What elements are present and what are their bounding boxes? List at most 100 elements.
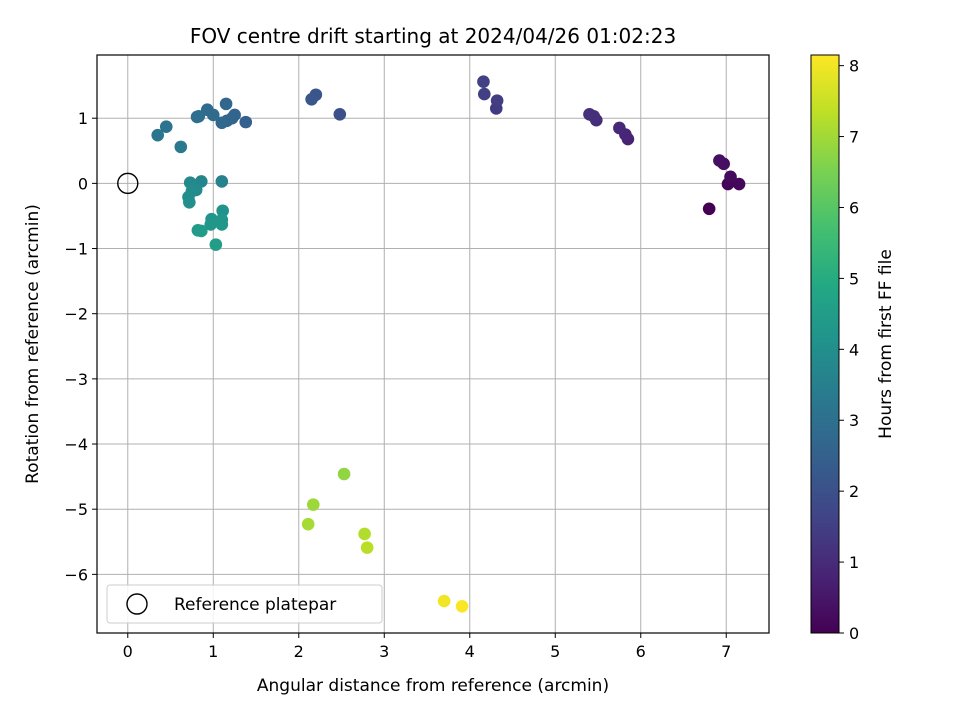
x-tick: 0 bbox=[123, 633, 133, 661]
y-tick: 0 bbox=[78, 174, 97, 193]
colorbar-tick: 3 bbox=[839, 411, 859, 430]
data-point bbox=[477, 75, 490, 89]
plot-frame bbox=[96, 54, 770, 634]
legend-marker-icon bbox=[126, 593, 148, 615]
data-point bbox=[174, 140, 188, 154]
reference-platepar-marker bbox=[117, 172, 139, 195]
x-tick: 2 bbox=[294, 633, 304, 661]
data-point bbox=[190, 110, 204, 124]
y-tick-label: −2 bbox=[64, 305, 88, 324]
x-tick-label: 0 bbox=[123, 642, 133, 661]
data-point bbox=[215, 218, 229, 231]
colorbar-tick: 1 bbox=[839, 553, 859, 572]
y-tick: 1 bbox=[78, 109, 97, 128]
colorbar-tick-label: 5 bbox=[849, 269, 859, 288]
data-point bbox=[219, 97, 233, 111]
x-tick-label: 4 bbox=[465, 642, 475, 661]
x-tick: 6 bbox=[636, 633, 646, 661]
x-tick-label: 5 bbox=[550, 642, 560, 661]
colorbar: 0 1 2 3 4 5 6 7 8 Hours from first FF file bbox=[810, 54, 896, 643]
data-point bbox=[239, 115, 253, 129]
reference-marker bbox=[117, 172, 139, 195]
y-tick-label: −6 bbox=[64, 565, 88, 584]
x-axis-label: Angular distance from reference (arcmin) bbox=[257, 676, 609, 696]
colorbar-tick-label: 1 bbox=[849, 553, 859, 572]
colorbar-tick: 4 bbox=[839, 340, 859, 359]
chart-title: FOV centre drift starting at 2024/04/26 … bbox=[190, 24, 676, 48]
legend-box bbox=[106, 584, 383, 624]
data-point bbox=[358, 527, 371, 541]
data-point bbox=[151, 128, 165, 142]
colorbar-tick: 8 bbox=[839, 57, 859, 76]
data-point bbox=[216, 204, 229, 218]
y-tick: −5 bbox=[64, 500, 97, 519]
colorbar-tick: 0 bbox=[839, 624, 859, 643]
data-point bbox=[732, 177, 746, 191]
data-point bbox=[195, 224, 208, 238]
colorbar-tick-label: 3 bbox=[849, 411, 859, 430]
data-point bbox=[455, 599, 469, 613]
data-point bbox=[215, 116, 229, 130]
colorbar-tick-label: 2 bbox=[849, 482, 859, 501]
colorbar-label: Hours from first FF file bbox=[876, 249, 896, 439]
data-point bbox=[490, 94, 504, 107]
data-point bbox=[215, 175, 229, 188]
x-tick-label: 3 bbox=[379, 642, 389, 661]
x-tick-label: 2 bbox=[294, 642, 304, 661]
x-tick: 3 bbox=[379, 633, 389, 661]
data-point bbox=[583, 107, 596, 121]
data-point bbox=[613, 121, 626, 135]
colorbar-tick-label: 4 bbox=[849, 340, 859, 359]
data-point bbox=[159, 120, 173, 133]
data-points bbox=[151, 75, 746, 613]
data-point bbox=[477, 87, 491, 101]
colorbar-ticks: 0 1 2 3 4 5 6 7 8 bbox=[839, 57, 859, 643]
x-tick-label: 6 bbox=[636, 642, 646, 661]
y-axis-ticks: 1 0 −1 −2 −3 −4 −5 −6 bbox=[64, 109, 97, 584]
colorbar-tick: 2 bbox=[839, 482, 859, 501]
data-point bbox=[724, 170, 737, 184]
data-point bbox=[337, 467, 351, 481]
x-tick: 7 bbox=[721, 633, 731, 661]
colorbar-tick-label: 0 bbox=[849, 624, 859, 643]
x-axis-ticks: 0 1 2 3 4 5 6 7 bbox=[123, 633, 731, 661]
data-point bbox=[200, 103, 214, 117]
data-point bbox=[360, 541, 374, 554]
colorbar-tick-label: 6 bbox=[849, 198, 859, 217]
data-point bbox=[713, 154, 726, 167]
colorbar-tick: 5 bbox=[839, 269, 859, 288]
y-tick-label: −5 bbox=[64, 500, 88, 519]
data-point bbox=[209, 238, 223, 251]
legend: Reference platepar bbox=[106, 584, 383, 624]
x-tick: 1 bbox=[208, 633, 218, 661]
data-point bbox=[204, 218, 218, 231]
y-axis-label: Rotation from reference (arcmin) bbox=[23, 204, 43, 484]
colorbar-tick-label: 8 bbox=[849, 57, 859, 76]
x-tick: 4 bbox=[465, 633, 475, 661]
data-point bbox=[183, 195, 196, 209]
data-point bbox=[437, 594, 451, 608]
x-tick-label: 7 bbox=[721, 642, 731, 661]
y-tick: −4 bbox=[64, 435, 97, 454]
y-tick-label: 0 bbox=[78, 174, 88, 193]
y-tick-label: −4 bbox=[64, 435, 88, 454]
y-tick: −1 bbox=[64, 240, 97, 259]
y-tick-label: 1 bbox=[78, 109, 88, 128]
legend-label: Reference platepar bbox=[174, 595, 336, 615]
data-point bbox=[702, 202, 716, 216]
y-tick: −2 bbox=[64, 305, 97, 324]
y-tick-label: −1 bbox=[64, 240, 88, 259]
y-tick: −6 bbox=[64, 565, 97, 584]
colorbar-tick-label: 7 bbox=[849, 128, 859, 147]
colorbar-tick: 6 bbox=[839, 198, 859, 217]
colorbar-tick: 7 bbox=[839, 128, 859, 147]
data-point bbox=[301, 517, 315, 531]
colorbar-gradient bbox=[810, 54, 840, 634]
y-tick: −3 bbox=[64, 370, 97, 389]
y-tick-label: −3 bbox=[64, 370, 88, 389]
data-point bbox=[333, 107, 347, 121]
data-point bbox=[305, 93, 318, 106]
data-point bbox=[307, 498, 320, 511]
x-tick-label: 1 bbox=[208, 642, 218, 661]
